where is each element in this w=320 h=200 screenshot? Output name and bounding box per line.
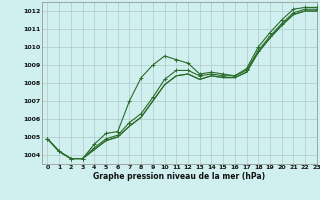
X-axis label: Graphe pression niveau de la mer (hPa): Graphe pression niveau de la mer (hPa) (93, 172, 265, 181)
